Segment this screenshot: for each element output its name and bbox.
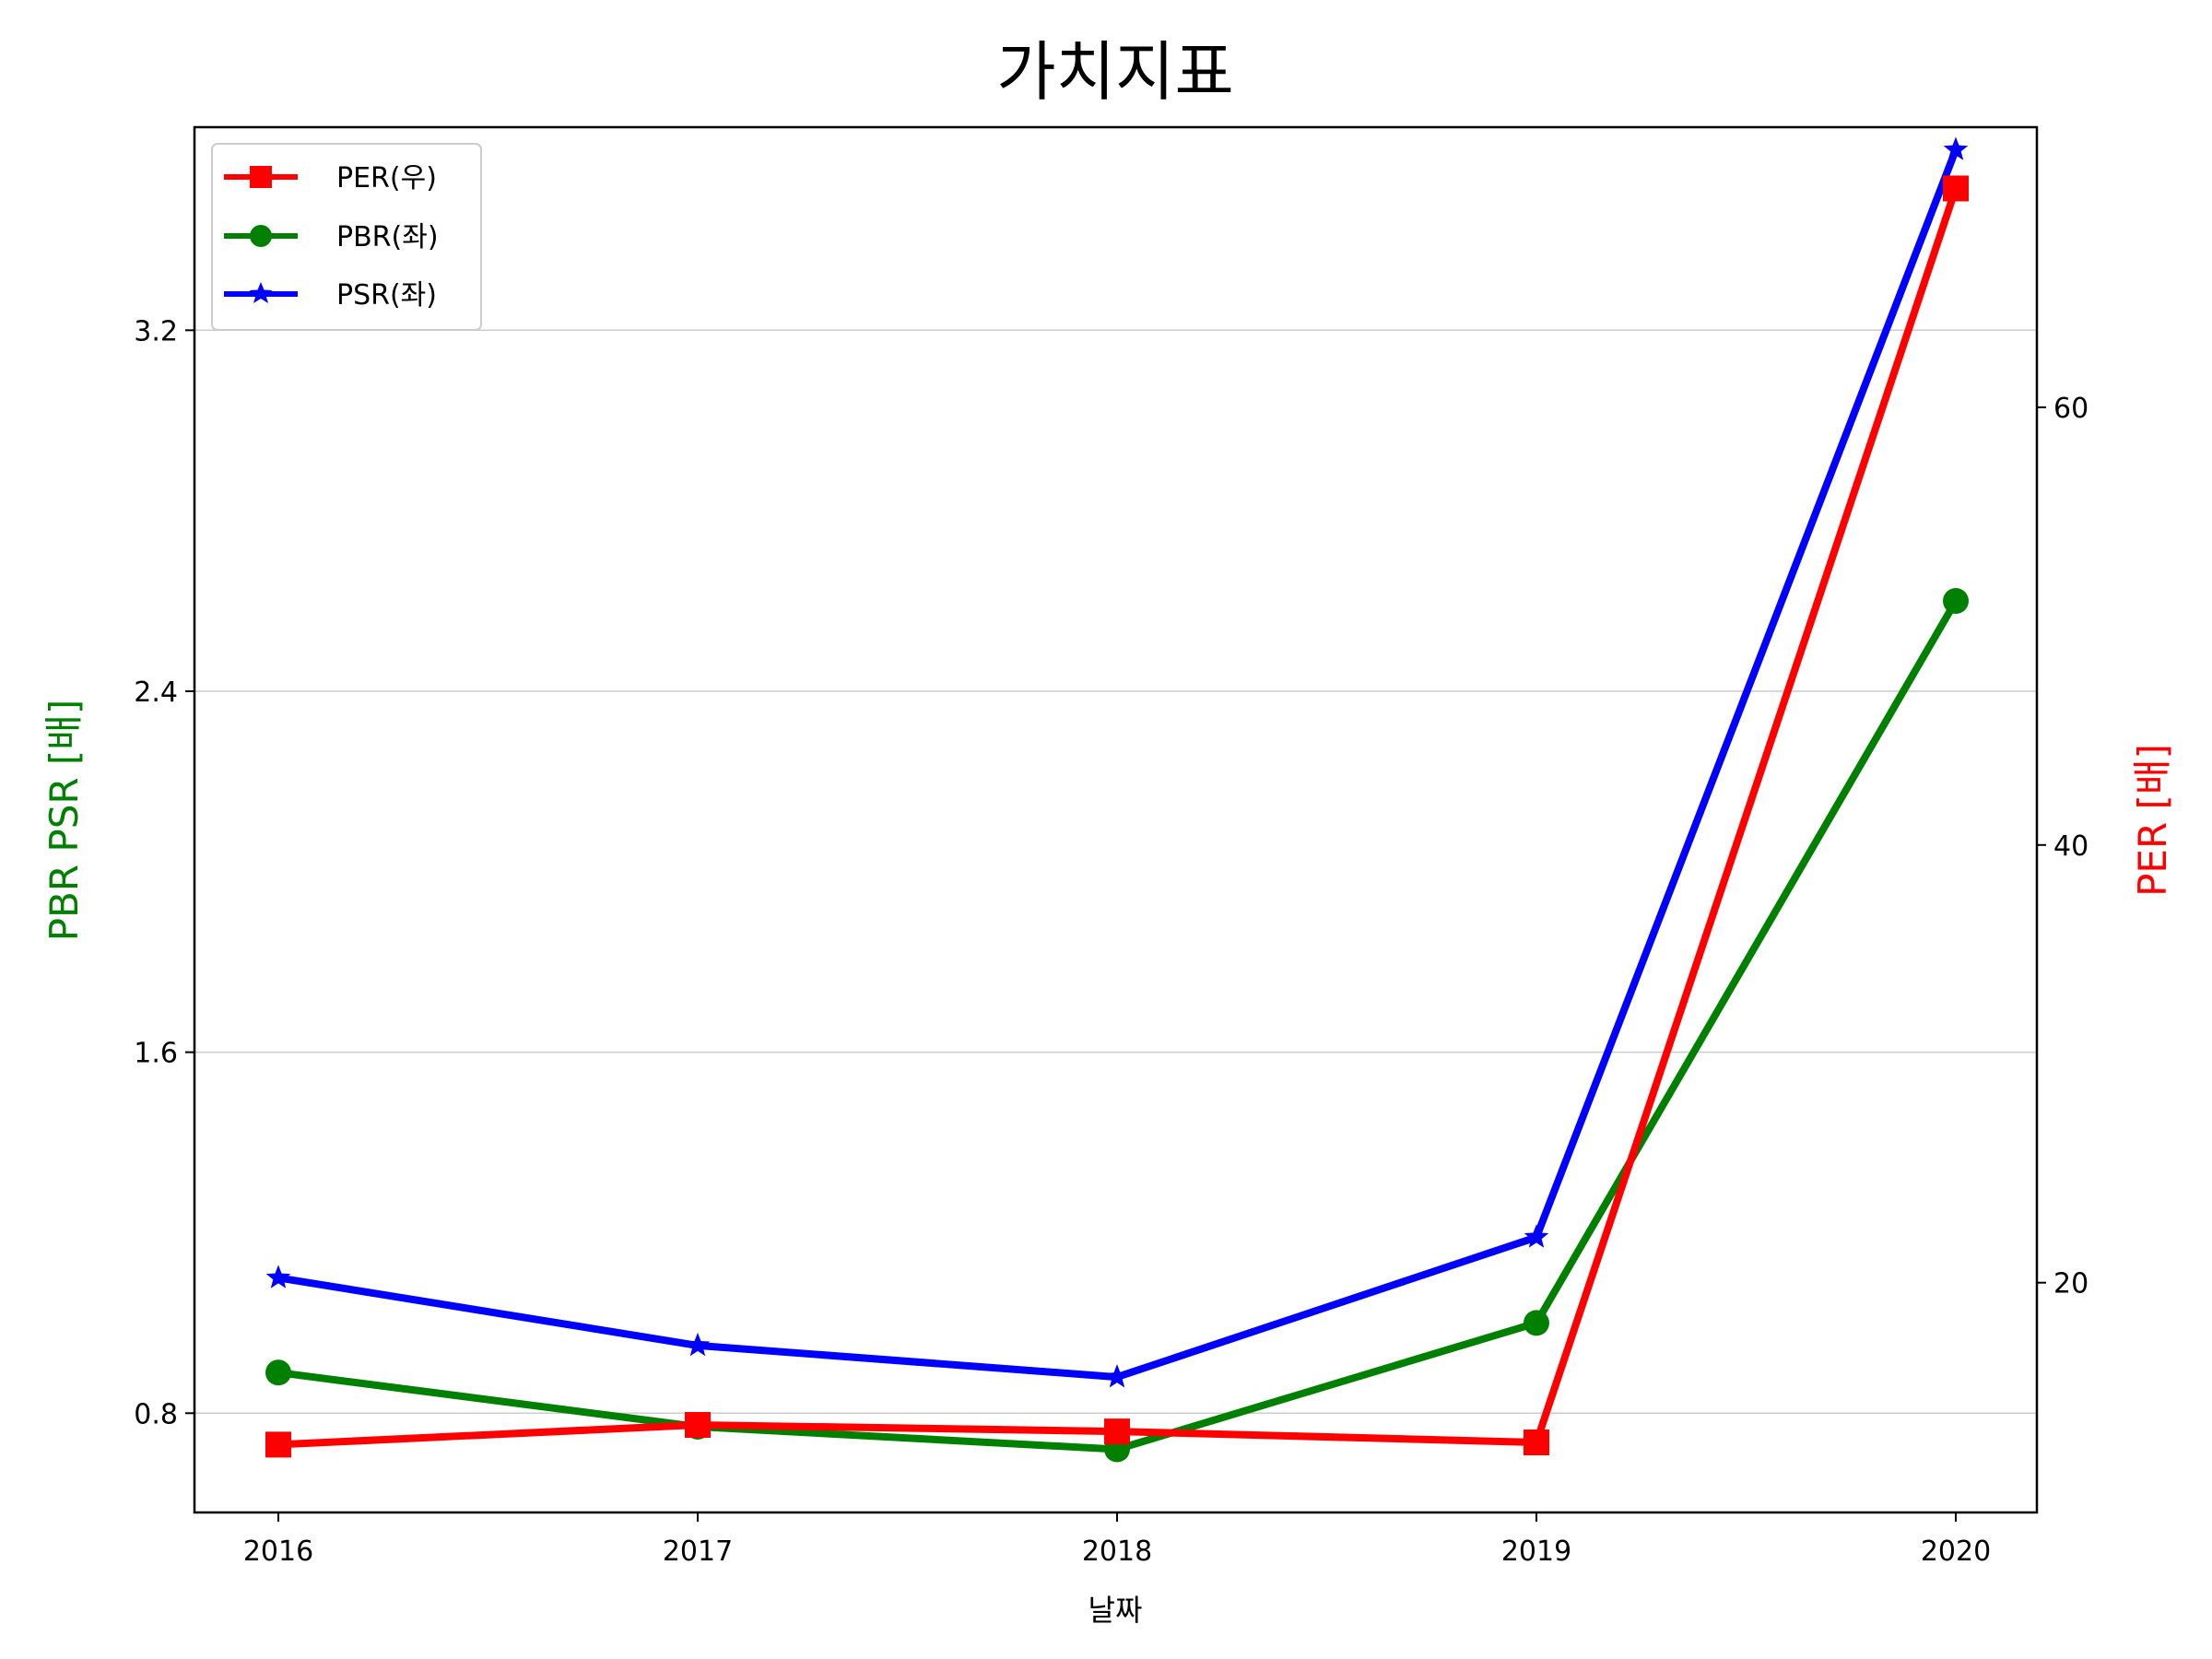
legend-entry-pbr: PBR(좌) [224,221,439,253]
data-point-psr [685,1332,711,1357]
left-tick-label: 0.8 [134,1398,178,1430]
axis-layer: 0.8 1.6 2.4 3.2 20 40 60 2016 2017 2018 2019 2020 [134,315,2088,1568]
series-psr [265,136,1969,1388]
legend-box [211,143,482,331]
right-tick-label: 20 [2053,1268,2088,1300]
legend-label-per: PER(우) [336,162,437,194]
data-point-per [1943,175,1969,202]
right-tick-label: 60 [2053,393,2088,425]
left-tick-label: 3.2 [134,315,178,347]
x-tick-label: 2019 [1501,1535,1571,1568]
plot-frame [193,125,2039,1514]
chart-title: 가치지표 [996,34,1234,110]
data-point-per [265,1431,291,1458]
data-point-per [1524,1430,1549,1456]
data-point-psr [265,1265,291,1288]
legend-marker-pbr [250,225,272,247]
legend-marker-psr [249,282,273,303]
data-point-psr [1104,1364,1130,1388]
data-point-pbr [1943,588,1969,615]
legend: PER(우) PBR(좌) PSR(좌) [211,143,482,331]
legend-entry-psr: PSR(좌) [224,279,437,312]
series-per [265,175,1969,1458]
x-tick-label: 2018 [1082,1535,1152,1568]
legend-entry-per: PER(우) [224,162,437,194]
data-point-pbr [1524,1310,1549,1336]
x-tick-label: 2017 [663,1535,733,1568]
grid-layer [194,329,2037,1415]
x-axis-label: 날짜 [1088,1593,1143,1628]
x-tick-label: 2020 [1921,1535,1991,1568]
legend-marker-per [250,166,272,188]
left-tick-label: 1.6 [134,1038,178,1070]
data-point-pbr [265,1359,291,1386]
data-point-psr [1524,1224,1549,1248]
series-layer [265,136,1969,1463]
data-point-per [1104,1418,1130,1445]
right-tick-label: 40 [2053,830,2088,863]
legend-label-psr: PSR(좌) [336,279,437,312]
data-point-psr [1943,136,1969,160]
left-tick-label: 2.4 [134,677,178,709]
left-axis-label: PBR PSR [배] [41,700,87,942]
right-axis-label: PER [배] [2130,744,2175,897]
legend-label-pbr: PBR(좌) [336,221,439,253]
x-tick-label: 2016 [243,1535,313,1568]
data-point-per [685,1412,711,1439]
